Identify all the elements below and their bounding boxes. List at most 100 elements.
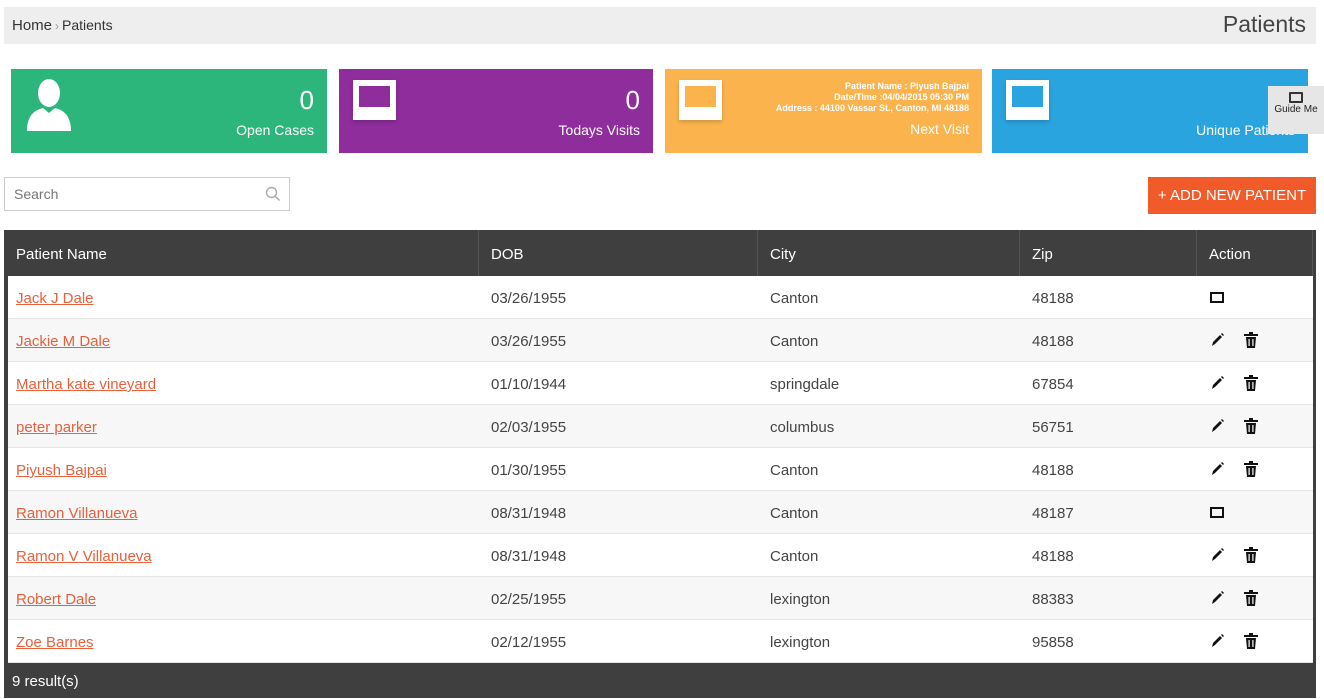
cell-zip: 95858	[1032, 634, 1074, 651]
patient-name-link[interactable]: Jackie M Dale	[16, 333, 111, 350]
patient-name-link[interactable]: Robert Dale	[16, 591, 97, 608]
next-visit-datetime: Date/Time :04/04/2015 05:30 PM	[834, 92, 969, 102]
column-header-patient-name[interactable]: Patient Name	[4, 230, 479, 276]
delete-icon[interactable]	[1243, 632, 1259, 650]
cell-patient-name: Ramon V Villanueva	[16, 534, 152, 577]
cell-city: Canton	[770, 333, 819, 350]
edit-icon[interactable]	[1209, 374, 1225, 392]
todays-visits-label: Todays Visits	[558, 122, 640, 138]
cell-patient-name: Jackie M Dale	[16, 319, 110, 362]
cell-city: Canton	[770, 290, 819, 307]
patients-table: Patient Name DOB City Zip Action Jack J …	[4, 230, 1316, 698]
delete-icon[interactable]	[1243, 546, 1259, 564]
delete-icon[interactable]	[1243, 374, 1259, 392]
patient-name-link[interactable]: Jack J Dale	[16, 290, 94, 307]
table-row: Ramon V Villanueva 08/31/1948 Canton 48188	[8, 534, 1313, 577]
page-title: Patients	[1222, 11, 1306, 37]
cell-city: columbus	[770, 419, 835, 436]
cell-patient-name: Robert Dale	[16, 577, 96, 620]
table-row: Jackie M Dale 03/26/1955 Canton 48188	[8, 319, 1313, 362]
cell-patient-name: Zoe Barnes	[16, 620, 94, 663]
edit-icon[interactable]	[1209, 417, 1225, 435]
table-header: Patient Name DOB City Zip Action	[4, 230, 1316, 276]
edit-icon[interactable]	[1209, 460, 1225, 478]
search-icon[interactable]	[265, 186, 281, 202]
next-visit-address: Address : 44100 Vassar St., Canton, MI 4…	[775, 103, 969, 113]
patient-name-link[interactable]: peter parker	[16, 419, 97, 436]
user-silhouette-icon	[27, 79, 71, 131]
edit-icon[interactable]	[1209, 589, 1225, 607]
monitor-icon	[353, 80, 396, 120]
patient-name-link[interactable]: Piyush Bajpai	[16, 462, 107, 479]
guide-me-button[interactable]: Guide Me	[1268, 86, 1324, 134]
cell-city: Canton	[770, 505, 819, 522]
breadcrumb-separator: ›	[55, 19, 60, 33]
cell-dob: 02/25/1955	[491, 591, 567, 608]
cell-dob: 08/31/1948	[491, 548, 567, 565]
table-row: Piyush Bajpai 01/30/1955 Canton 48188	[8, 448, 1313, 491]
table-body: Jack J Dale 03/26/1955 Canton 48188 Jackie M…	[8, 276, 1313, 663]
guide-me-label: Guide Me	[1274, 104, 1318, 115]
edit-icon[interactable]	[1209, 546, 1225, 564]
todays-visits-count: 0	[625, 85, 640, 115]
next-visit-label: Next Visit	[910, 121, 969, 137]
edit-icon[interactable]	[1209, 331, 1225, 349]
cell-zip: 48188	[1032, 548, 1074, 565]
breadcrumb: Home › Patients	[12, 7, 113, 44]
cell-city: lexington	[770, 591, 831, 608]
table-row: Martha kate vineyard 01/10/1944 springdale…	[8, 362, 1313, 405]
cell-dob: 01/30/1955	[491, 462, 567, 479]
cell-patient-name: peter parker	[16, 405, 97, 448]
breadcrumb-current: Patients	[62, 17, 113, 33]
cell-zip: 48188	[1032, 290, 1074, 307]
delete-icon[interactable]	[1243, 417, 1259, 435]
cell-dob: 08/31/1948	[491, 505, 567, 522]
next-visit-tile[interactable]: Patient Name : Piyush Bajpai Date/Time :…	[665, 69, 982, 153]
edit-icon[interactable]	[1209, 632, 1225, 650]
breadcrumb-bar: Home › Patients Patients	[4, 7, 1316, 44]
cell-dob: 02/12/1955	[491, 634, 567, 651]
cell-dob: 03/26/1955	[491, 333, 567, 350]
view-icon[interactable]	[1209, 503, 1225, 521]
cell-city: Canton	[770, 462, 819, 479]
cell-zip: 88383	[1032, 591, 1074, 608]
cell-dob: 02/03/1955	[491, 419, 567, 436]
chat-icon	[1289, 92, 1303, 103]
search-box	[4, 177, 290, 211]
cell-zip: 56751	[1032, 419, 1074, 436]
results-count: 9 result(s)	[12, 673, 79, 690]
view-icon[interactable]	[1209, 288, 1225, 306]
delete-icon[interactable]	[1243, 331, 1259, 349]
add-new-patient-button[interactable]: + ADD NEW PATIENT	[1148, 177, 1316, 214]
table-row: Zoe Barnes 02/12/1955 lexington 95858	[8, 620, 1313, 663]
column-header-city[interactable]: City	[758, 230, 1020, 276]
cell-zip: 67854	[1032, 376, 1074, 393]
cell-zip: 48187	[1032, 505, 1074, 522]
todays-visits-tile[interactable]: 0 Todays Visits	[339, 69, 653, 153]
delete-icon[interactable]	[1243, 589, 1259, 607]
patient-name-link[interactable]: Ramon Villanueva	[16, 505, 138, 522]
table-row: Jack J Dale 03/26/1955 Canton 48188	[8, 276, 1313, 319]
column-header-zip[interactable]: Zip	[1020, 230, 1197, 276]
cell-patient-name: Jack J Dale	[16, 276, 94, 319]
table-row: Ramon Villanueva 08/31/1948 Canton 48187	[8, 491, 1313, 534]
cell-dob: 03/26/1955	[491, 290, 567, 307]
cell-city: Canton	[770, 548, 819, 565]
cell-patient-name: Ramon Villanueva	[16, 491, 137, 534]
column-header-dob[interactable]: DOB	[479, 230, 758, 276]
delete-icon[interactable]	[1243, 460, 1259, 478]
patient-name-link[interactable]: Martha kate vineyard	[16, 376, 157, 393]
next-visit-patient-name: Patient Name : Piyush Bajpai	[844, 81, 969, 91]
cell-patient-name: Piyush Bajpai	[16, 448, 107, 491]
patient-name-link[interactable]: Ramon V Villanueva	[16, 548, 152, 565]
open-cases-count: 0	[299, 85, 314, 115]
patient-name-link[interactable]: Zoe Barnes	[16, 634, 94, 651]
table-row: Robert Dale 02/25/1955 lexington 88383	[8, 577, 1313, 620]
cell-zip: 48188	[1032, 333, 1074, 350]
unique-patients-tile[interactable]: 7 Unique Patients	[992, 69, 1308, 153]
breadcrumb-home-link[interactable]: Home	[12, 17, 53, 34]
monitor-icon	[1006, 80, 1049, 120]
cell-zip: 48188	[1032, 462, 1074, 479]
search-input[interactable]	[5, 178, 255, 210]
open-cases-tile[interactable]: 0 Open Cases	[11, 69, 327, 153]
